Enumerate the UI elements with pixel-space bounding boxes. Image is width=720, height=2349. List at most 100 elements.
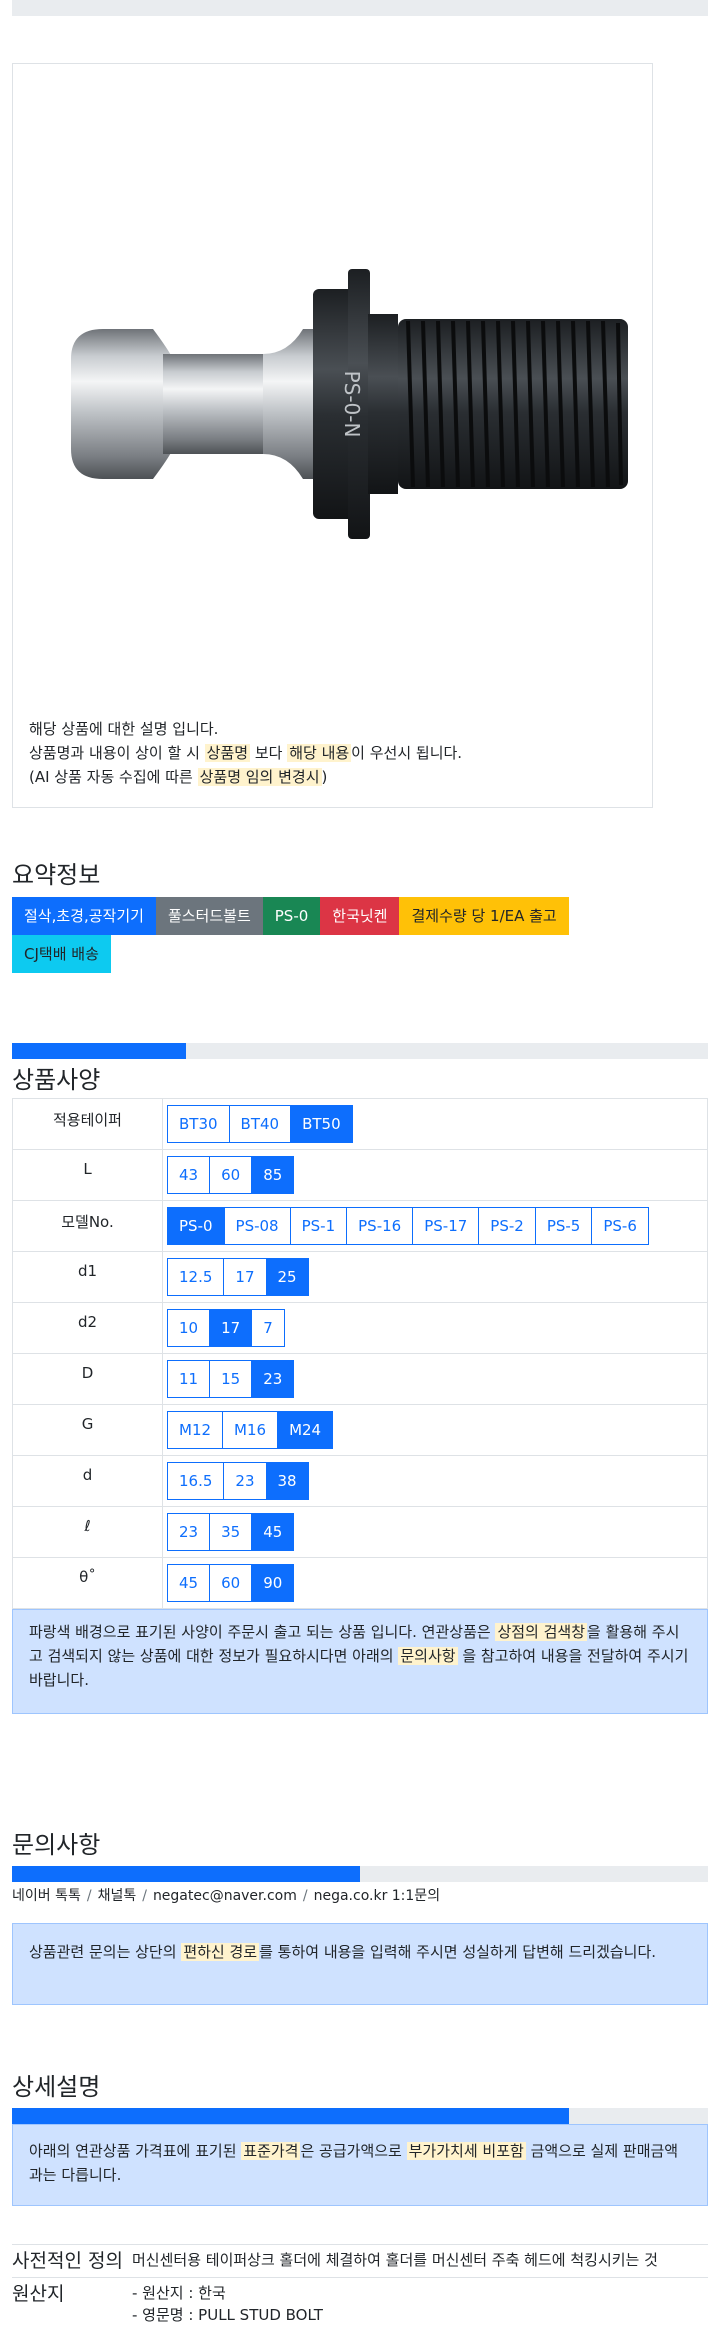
detail-row-origin: 원산지 - 원산지 : 한국 - 영문명 : PULL STUD BOLT bbox=[12, 2277, 708, 2330]
channel-naver-talk[interactable]: 네이버 톡톡 bbox=[12, 1888, 81, 1904]
text: 상품명과 내용이 상이 할 시 bbox=[29, 744, 205, 762]
detail-value: 머신센터용 테이퍼상크 홀더에 체결하여 홀더를 머신센터 주축 헤드에 척킹시… bbox=[132, 2244, 708, 2278]
spec-options: 45 60 90 bbox=[162, 1557, 708, 1609]
spec-option-button[interactable]: BT40 bbox=[228, 1105, 292, 1143]
summary-badges: 절삭,초경,공작기기 풀스터드볼트 PS-0 한국닛켄 결제수량 당 1/EA … bbox=[12, 897, 652, 973]
spec-row: G M12 M16 M24 bbox=[12, 1404, 708, 1456]
specs-progress-bar bbox=[12, 1043, 708, 1059]
spec-option-button[interactable]: 7 bbox=[251, 1309, 285, 1347]
text: 이 우선시 됩니다. bbox=[351, 744, 463, 762]
spec-option-button[interactable]: 90 bbox=[251, 1564, 295, 1602]
badge-brand[interactable]: 한국닛켄 bbox=[320, 897, 400, 935]
top-progress-bar bbox=[12, 0, 708, 16]
spec-option-button[interactable]: 16.5 bbox=[167, 1462, 225, 1500]
spec-option-button[interactable]: BT30 bbox=[167, 1105, 230, 1143]
spec-option-button[interactable]: 45 bbox=[251, 1513, 295, 1551]
spec-options: BT30 BT40 BT50 bbox=[162, 1098, 708, 1150]
spec-option-button[interactable]: 23 bbox=[167, 1513, 211, 1551]
highlight-search: 상점의 검색창 bbox=[495, 1623, 588, 1641]
spec-label: d1 bbox=[12, 1251, 163, 1303]
spec-option-button[interactable]: PS-08 bbox=[223, 1207, 291, 1245]
spec-table: 적용테이퍼 BT30 BT40 BT50 L 43 60 85 모델No. PS-0 PS-08 PS… bbox=[12, 1098, 708, 1609]
spec-label: d2 bbox=[12, 1302, 163, 1354]
badge-quantity[interactable]: 결제수량 당 1/EA 출고 bbox=[399, 897, 569, 935]
text: ) bbox=[321, 768, 328, 786]
spec-option-button[interactable]: 43 bbox=[167, 1156, 211, 1194]
spec-option-button[interactable]: 12.5 bbox=[167, 1258, 225, 1296]
spec-option-button[interactable]: PS-1 bbox=[289, 1207, 348, 1245]
spec-row: D 11 15 23 bbox=[12, 1353, 708, 1405]
spec-option-button[interactable]: M24 bbox=[277, 1411, 334, 1449]
badge-model[interactable]: PS-0 bbox=[262, 897, 321, 935]
highlight-product-name: 상품명 bbox=[204, 744, 251, 762]
text: (AI 상품 자동 수집에 따른 bbox=[29, 768, 198, 786]
inquiry-title: 문의사항 bbox=[12, 1831, 101, 1859]
spec-option-button[interactable]: 17 bbox=[223, 1258, 267, 1296]
product-desc-line1: 해당 상품에 대한 설명 입니다. bbox=[29, 720, 219, 738]
spec-label: d bbox=[12, 1455, 163, 1507]
spec-option-button[interactable]: PS-2 bbox=[478, 1207, 536, 1245]
text: / bbox=[142, 1888, 147, 1904]
spec-label: 적용테이퍼 bbox=[12, 1098, 163, 1150]
spec-options: 12.5 17 25 bbox=[162, 1251, 708, 1303]
spec-option-button[interactable]: 35 bbox=[209, 1513, 253, 1551]
detail-table: 사전적인 정의 머신센터용 테이퍼상크 홀더에 체결하여 홀더를 머신센터 주축… bbox=[12, 2244, 708, 2330]
spec-row: L 43 60 85 bbox=[12, 1149, 708, 1201]
detail-progress-bar bbox=[12, 2108, 708, 2124]
detail-label: 원산지 bbox=[12, 2277, 132, 2330]
spec-option-button[interactable]: M12 bbox=[167, 1411, 224, 1449]
contact-channels: 네이버 톡톡 / 채널톡 / negatec@naver.com / nega.co.kr … bbox=[12, 1885, 440, 1905]
text: / bbox=[86, 1888, 92, 1904]
product-card: PS-0-N 해당 상품에 대한 설명 입 bbox=[12, 63, 653, 808]
channel-email[interactable]: negatec@naver.com bbox=[152, 1888, 297, 1904]
spec-label: 모델No. bbox=[12, 1200, 163, 1252]
spec-row: ℓ 23 35 45 bbox=[12, 1506, 708, 1558]
spec-option-button[interactable]: 10 bbox=[167, 1309, 211, 1347]
spec-row: 적용테이퍼 BT30 BT40 BT50 bbox=[12, 1098, 708, 1150]
svg-text:PS-0-N: PS-0-N bbox=[340, 371, 364, 438]
text: 을 활용해 주시고 검색되지 않는 상품에 대한 정보가 필요하시다면 아래의 bbox=[29, 1623, 680, 1665]
badge-category[interactable]: 절삭,초경,공작기기 bbox=[12, 897, 156, 935]
spec-label: ℓ bbox=[12, 1506, 163, 1558]
detail-label: 사전적인 정의 bbox=[12, 2244, 132, 2278]
channel-channeltalk[interactable]: 채널톡 bbox=[97, 1888, 137, 1904]
spec-options: 23 35 45 bbox=[162, 1506, 708, 1558]
spec-option-button[interactable]: 17 bbox=[209, 1309, 253, 1347]
spec-option-button[interactable]: PS-0 bbox=[167, 1207, 225, 1245]
spec-option-button[interactable]: 38 bbox=[265, 1462, 309, 1500]
spec-option-button[interactable]: PS-17 bbox=[412, 1207, 480, 1245]
spec-option-button[interactable]: 60 bbox=[209, 1564, 253, 1602]
channel-site-inquiry[interactable]: nega.co.kr 1:1문의 bbox=[313, 1888, 441, 1904]
spec-option-button[interactable]: PS-6 bbox=[591, 1207, 649, 1245]
text: 금액으로 실제 판매금액과는 다릅니다. bbox=[29, 2142, 679, 2184]
spec-option-button[interactable]: 11 bbox=[167, 1360, 211, 1398]
spec-options: 43 60 85 bbox=[162, 1149, 708, 1201]
spec-option-button[interactable]: M16 bbox=[222, 1411, 279, 1449]
progress-fill bbox=[12, 2108, 569, 2124]
spec-option-button[interactable]: 25 bbox=[265, 1258, 309, 1296]
highlight-content: 해당 내용 bbox=[287, 744, 352, 762]
text: / bbox=[302, 1888, 308, 1904]
badge-product-type[interactable]: 풀스터드볼트 bbox=[155, 897, 263, 935]
spec-row: d1 12.5 17 25 bbox=[12, 1251, 708, 1303]
spec-option-button[interactable]: 23 bbox=[223, 1462, 267, 1500]
spec-option-button[interactable]: 45 bbox=[167, 1564, 211, 1602]
spec-option-button[interactable]: 23 bbox=[251, 1360, 295, 1398]
spec-option-button[interactable]: BT50 bbox=[290, 1105, 353, 1143]
spec-option-button[interactable]: 85 bbox=[251, 1156, 295, 1194]
spec-notice: 파랑색 배경으로 표기된 사양이 주문시 출고 되는 상품 입니다. 연관상품은… bbox=[12, 1609, 708, 1714]
spec-option-button[interactable]: PS-16 bbox=[346, 1207, 414, 1245]
price-notice: 아래의 연관상품 가격표에 표기된 표준가격 은 공급가액으로 부가가치세 비포함… bbox=[12, 2124, 708, 2206]
text: 상품관련 문의는 상단의 bbox=[29, 1943, 182, 1961]
detail-row-definition: 사전적인 정의 머신센터용 테이퍼상크 홀더에 체결하여 홀더를 머신센터 주축… bbox=[12, 2244, 708, 2278]
summary-title: 요약정보 bbox=[12, 861, 101, 889]
spec-option-button[interactable]: 15 bbox=[209, 1360, 253, 1398]
spec-option-button[interactable]: PS-5 bbox=[534, 1207, 593, 1245]
spec-label: L bbox=[12, 1149, 163, 1201]
text: 보다 bbox=[250, 744, 288, 762]
detail-value: - 원산지 : 한국 - 영문명 : PULL STUD BOLT bbox=[132, 2277, 708, 2330]
spec-option-button[interactable]: 60 bbox=[209, 1156, 253, 1194]
spec-label: θ˚ bbox=[12, 1557, 163, 1609]
badge-shipping[interactable]: CJ택배 배송 bbox=[12, 935, 111, 973]
